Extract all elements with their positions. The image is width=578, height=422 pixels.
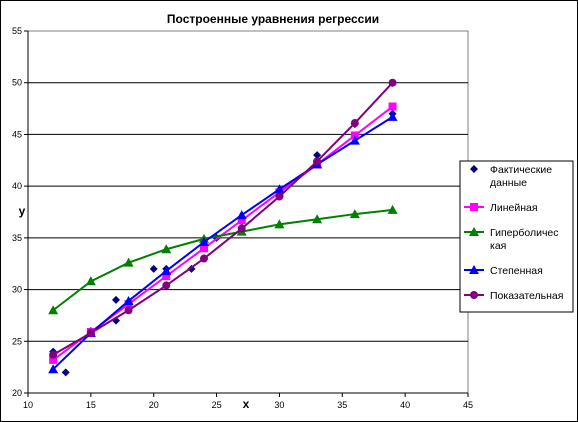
series-4-point-7 <box>313 157 322 166</box>
series-1-point-5 <box>237 216 246 225</box>
y-tick-label-0: 20 <box>12 388 22 398</box>
series-1-point-3 <box>162 272 171 281</box>
axes: 20 25 30 35 40 45 50 55 10 15 20 25 30 35 40 45 <box>12 26 473 410</box>
series-3-point-3 <box>161 265 172 275</box>
series-4-line <box>52 82 394 356</box>
series-4 <box>49 78 397 359</box>
y-tick-label-4: 40 <box>12 181 22 191</box>
y-tick-label-2: 30 <box>12 285 22 295</box>
series-0-point-4 <box>112 295 120 304</box>
series-4-point-6 <box>275 192 284 201</box>
legend-key-marker-2 <box>469 227 479 236</box>
legend-key-marker-1 <box>470 203 478 211</box>
series-4-point-9 <box>388 78 397 87</box>
series-0-point-5 <box>149 264 158 273</box>
x-tick-label-6: 40 <box>400 400 410 410</box>
series-0-point-1 <box>61 368 70 377</box>
x-tick-label-1: 15 <box>86 400 96 410</box>
series-2-point-6 <box>274 219 285 229</box>
series-4-point-3 <box>162 281 171 290</box>
series-2-point-9 <box>387 204 398 214</box>
legend-label-3-0: Степенная <box>490 265 543 277</box>
legend-key-marker-3 <box>469 265 479 274</box>
series-0-point-12 <box>313 151 322 160</box>
series-3-point-8 <box>349 135 360 145</box>
series-4-point-5 <box>237 224 246 233</box>
x-tick-label-5: 35 <box>337 400 347 410</box>
y-tick-label-1: 25 <box>12 336 22 346</box>
series-2-line <box>52 208 393 312</box>
series-3-point-6 <box>274 184 285 194</box>
legend-label-1-0: Линейная <box>490 202 538 214</box>
series-2-point-8 <box>349 209 360 219</box>
series-4-point-0 <box>49 350 58 359</box>
series-3-point-5 <box>236 210 247 220</box>
legend-key-marker-0 <box>470 165 478 173</box>
x-tick-label-2: 20 <box>149 400 159 410</box>
y-tick-label-6: 50 <box>12 78 22 88</box>
x-tick-label-7: 45 <box>463 400 473 410</box>
x-tick-label-0: 10 <box>23 400 33 410</box>
legend-box <box>459 160 574 313</box>
series-layer <box>48 78 398 377</box>
series-3-point-9 <box>387 111 398 121</box>
y-tick-label-3: 35 <box>12 233 22 243</box>
series-4-point-8 <box>350 119 359 128</box>
x-tick-label-4: 30 <box>274 400 284 410</box>
series-1-point-4 <box>200 244 208 253</box>
series-1-point-8 <box>350 131 359 140</box>
series-2-point-2 <box>123 257 134 267</box>
series-4-point-1 <box>86 329 95 338</box>
legend-label-2-0: Гиперболичес <box>490 227 559 239</box>
series-2-point-7 <box>312 214 323 224</box>
series-2-point-3 <box>161 244 172 254</box>
chart-title: Построенные уравнения регрессии <box>167 12 379 26</box>
legend-label-2-1: кая <box>490 240 506 252</box>
x-tick-label-3: 25 <box>212 400 222 410</box>
series-3-point-2 <box>123 295 134 305</box>
series-1-point-9 <box>388 102 397 111</box>
series-1-point-0 <box>49 355 58 364</box>
series-2-point-0 <box>48 305 59 315</box>
x-axis-title: x <box>243 397 250 411</box>
y-tick-label-7: 55 <box>12 26 22 36</box>
series-4-point-4 <box>200 254 208 263</box>
legend-label-0-0: Фактические <box>490 164 552 176</box>
series-3-point-4 <box>199 236 209 246</box>
y-axis-title: y <box>19 204 26 218</box>
legend-key-marker-4 <box>470 291 478 299</box>
legend-label-4-0: Показательная <box>490 290 563 302</box>
series-2-point-1 <box>85 276 96 286</box>
series-3-point-0 <box>48 364 59 374</box>
legend-label-0-1: данные <box>490 177 527 189</box>
series-3-line <box>52 115 394 370</box>
series-4-point-2 <box>124 306 133 315</box>
y-tick-label-5: 45 <box>12 129 22 139</box>
